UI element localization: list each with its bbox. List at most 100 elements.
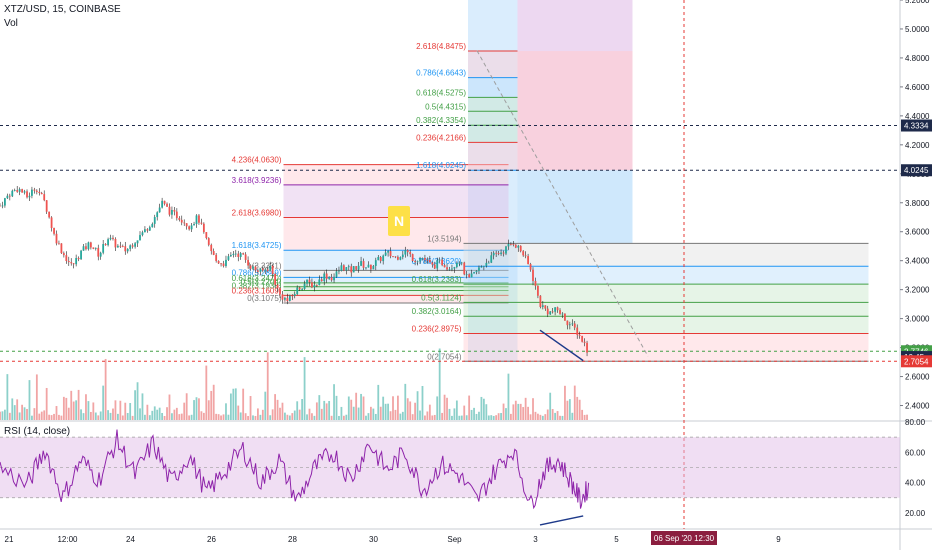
- fib-3-level-label: 0.786(4.6643): [416, 69, 466, 78]
- volume-bar: [6, 374, 9, 420]
- volume-bar: [362, 396, 365, 420]
- candle-body: [357, 265, 360, 270]
- time-tick-label: 5: [614, 535, 619, 544]
- volume-label[interactable]: Vol: [4, 18, 18, 29]
- candle-body: [70, 262, 73, 264]
- candle-body: [347, 266, 350, 268]
- candle-body: [18, 189, 21, 192]
- volume-bar: [468, 395, 471, 420]
- volume-bar: [448, 408, 451, 420]
- candle-body: [301, 288, 304, 290]
- candle-body: [487, 262, 490, 264]
- volume-bar: [82, 413, 85, 420]
- volume-bar: [180, 413, 183, 420]
- candle-body: [26, 191, 28, 198]
- volume-bar: [428, 404, 431, 420]
- volume-bar: [414, 402, 417, 420]
- fib-2-level-label: 0.382(3.0164): [412, 307, 462, 316]
- volume-bar: [40, 411, 43, 420]
- rsi-label[interactable]: RSI (14, close): [4, 426, 71, 437]
- candle-body: [537, 285, 539, 296]
- fib-3-zone: [468, 77, 518, 98]
- volume-bar: [357, 407, 360, 420]
- volume-bar: [347, 396, 350, 420]
- volume-bar: [313, 415, 316, 420]
- volume-bar: [475, 413, 478, 420]
- volume-bar: [254, 415, 257, 420]
- volume-bar: [335, 395, 338, 420]
- candle-body: [126, 248, 129, 252]
- date-badge-label: 06 Sep '20 12:30: [654, 534, 715, 543]
- candle-body: [220, 263, 222, 265]
- candle-body: [485, 262, 488, 266]
- fib-1-level-label: 3.618(3.9236): [232, 176, 282, 185]
- candle-body: [168, 206, 171, 215]
- volume-bar: [566, 400, 569, 420]
- candle-body: [374, 260, 377, 266]
- time-tick-label: 3: [533, 535, 538, 544]
- candle-body: [311, 282, 313, 288]
- candle-body: [13, 190, 16, 191]
- candle-body: [99, 252, 102, 257]
- volume-bar: [355, 392, 358, 420]
- fib-3-zone: [468, 142, 518, 171]
- volume-bar: [195, 397, 198, 420]
- candle-body: [161, 200, 164, 208]
- volume-bar: [26, 408, 28, 420]
- candle-body: [188, 226, 191, 230]
- volume-bar: [581, 409, 584, 420]
- candle-body: [419, 258, 421, 262]
- volume-bar: [119, 400, 122, 420]
- volume-bar: [367, 413, 370, 420]
- candle-body: [583, 341, 586, 343]
- volume-bar: [374, 413, 377, 420]
- fib-1-level-label: 2.618(3.6980): [232, 209, 282, 218]
- volume-bar: [134, 390, 136, 420]
- volume-bar: [94, 412, 97, 420]
- volume-bar: [436, 396, 439, 420]
- volume-bar: [200, 411, 203, 420]
- volume-bar: [151, 410, 154, 420]
- volume-bar: [166, 407, 168, 420]
- volume-bar: [532, 398, 534, 420]
- candle-body: [338, 270, 340, 272]
- volume-bar: [298, 409, 301, 420]
- price-tick-label: 3.6000: [905, 228, 930, 237]
- volume-bar: [387, 403, 389, 420]
- fib-2-zone: [463, 333, 869, 362]
- fib-1-level-label: 0.236(3.1609): [232, 286, 282, 295]
- candle-body: [360, 261, 362, 266]
- volume-bar: [416, 391, 419, 420]
- time-tick-label: Sep: [447, 535, 462, 544]
- projection-band-blue: [468, 0, 518, 363]
- volume-bar: [55, 406, 58, 420]
- candle-body: [502, 252, 505, 254]
- candle-body: [212, 251, 215, 255]
- candle-body: [173, 209, 176, 212]
- candle-body: [274, 273, 276, 285]
- volume-bar: [372, 408, 375, 420]
- candle-body: [426, 259, 429, 261]
- candle-body: [315, 285, 318, 286]
- yellow-n-badge[interactable]: N: [388, 206, 410, 236]
- candle-body: [382, 255, 385, 262]
- volume-bar: [62, 396, 65, 420]
- volume-bar: [409, 401, 412, 420]
- candle-body: [559, 310, 561, 314]
- candle-body: [175, 211, 178, 219]
- volume-bar: [578, 399, 581, 420]
- volume-bar: [517, 403, 520, 420]
- symbol-title[interactable]: XTZ/USD, 15, COINBASE: [4, 4, 121, 15]
- volume-bar: [497, 413, 500, 420]
- price-tick-label: 4.6000: [905, 83, 930, 92]
- candle-body: [102, 244, 105, 253]
- projection-band-red: [517, 51, 633, 171]
- candle-body: [158, 207, 161, 213]
- volume-bar: [261, 409, 264, 420]
- candle-body: [92, 247, 95, 249]
- volume-bar: [75, 400, 78, 420]
- candle-body: [67, 261, 70, 263]
- volume-bar: [291, 413, 294, 420]
- candle-body: [0, 205, 1, 207]
